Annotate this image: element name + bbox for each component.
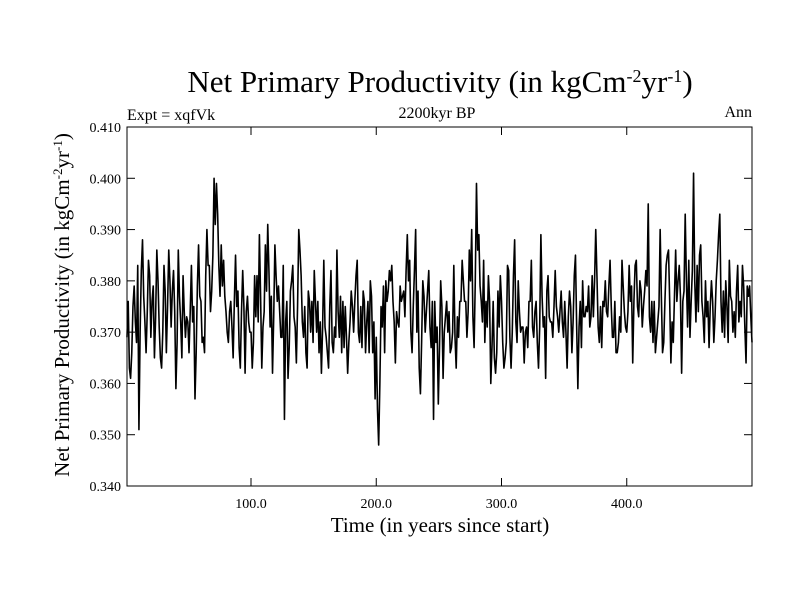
title-sup1: -2: [626, 66, 641, 86]
y-tick-label: 0.400: [90, 172, 122, 187]
x-tick-label: 400.0: [611, 497, 643, 512]
x-axis: 100.0 200.0 300.0 400.0: [235, 127, 642, 512]
experiment-label: Expt = xqfVk: [127, 107, 215, 124]
title-mid: yr: [641, 64, 668, 99]
x-tick-label: 100.0: [235, 497, 267, 512]
title-end: ): [682, 64, 692, 99]
chart-title-text: Net Primary Productivity (in kgCm-2yr-1): [187, 64, 692, 99]
title-sup2: -1: [667, 66, 682, 86]
x-tick-label: 200.0: [360, 497, 392, 512]
ylabel-sup2: -1: [50, 140, 65, 151]
ylabel-end: ): [50, 133, 74, 140]
season-label: Ann: [724, 104, 752, 121]
plot-area: 0.340 0.350 0.360 0.370 0.380 0.390 0.400 0.410…: [90, 121, 753, 512]
title-main: Net Primary Productivity (in kgCm: [187, 64, 626, 99]
y-tick-label: 0.340: [90, 480, 122, 495]
npp-series-line: [126, 172, 753, 446]
chart-subtitle: 2200kyr BP: [399, 105, 476, 122]
ylabel-sup1: -2: [50, 169, 65, 180]
y-tick-label: 0.410: [90, 121, 122, 136]
ylabel-mid: yr: [50, 151, 74, 169]
y-tick-label: 0.350: [90, 429, 122, 444]
y-axis-label: Net Primary Productivity (in kgCm-2yr-1): [50, 133, 75, 477]
x-axis-label: Time (in years since start): [331, 513, 550, 537]
ylabel-main: Net Primary Productivity (in kgCm: [50, 179, 74, 476]
plot-frame: [126, 126, 753, 487]
x-tick-label: 300.0: [486, 497, 518, 512]
y-tick-label: 0.380: [90, 275, 122, 290]
y-tick-label: 0.360: [90, 377, 122, 392]
y-tick-label: 0.370: [90, 326, 122, 341]
chart-title: Net Primary Productivity (in kgCm-2yr-1): [187, 64, 692, 99]
y-tick-label: 0.390: [90, 224, 122, 239]
